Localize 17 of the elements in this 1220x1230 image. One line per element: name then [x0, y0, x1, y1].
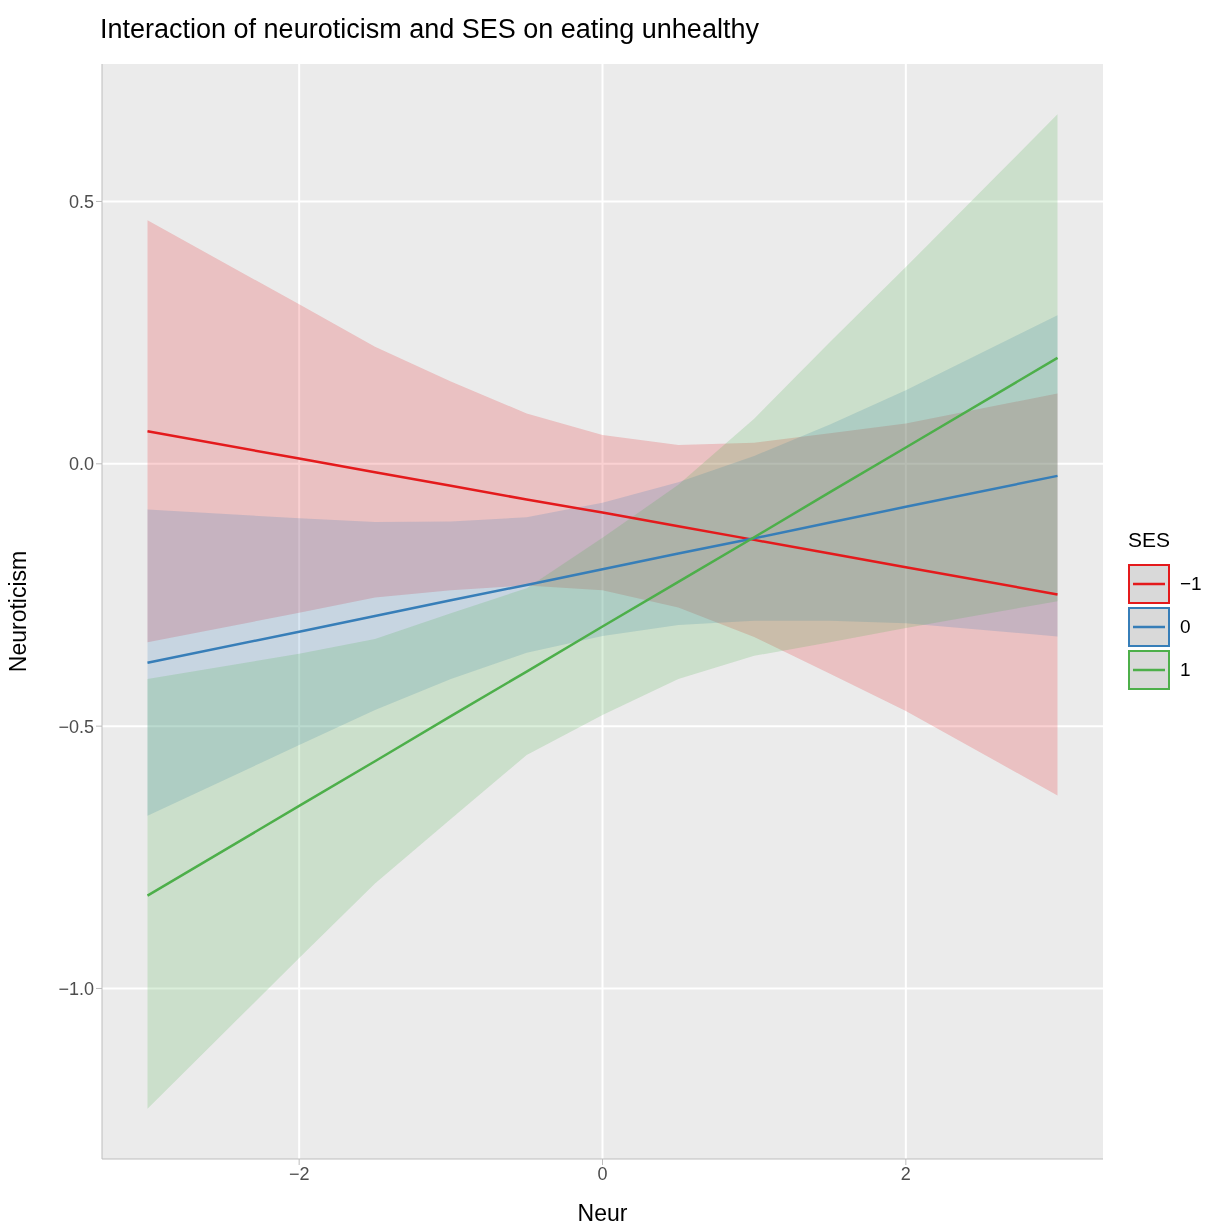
- y-tick-label: 0.5: [68, 191, 94, 212]
- x-tick-label: 0: [597, 1163, 608, 1184]
- x-axis-title: Neur: [577, 1200, 628, 1226]
- legend-title: SES: [1128, 528, 1172, 552]
- x-tick-label: 2: [900, 1163, 911, 1184]
- legend-label: 0: [1180, 615, 1191, 638]
- x-tick-label: −2: [288, 1163, 310, 1184]
- line-series: [146, 474, 1059, 664]
- line-series: [146, 430, 1059, 596]
- chart-title: Interaction of neuroticism and SES on eating unhealthy: [100, 14, 759, 45]
- line-series: [146, 356, 1059, 897]
- y-tick-label: 0.0: [68, 454, 94, 475]
- y-axis-title: Neuroticism: [5, 550, 32, 673]
- legend-label: 1: [1180, 658, 1191, 681]
- y-tick-label: −0.5: [58, 716, 94, 737]
- y-tick-label: −1.0: [58, 978, 94, 999]
- legend-label: −1: [1180, 572, 1202, 595]
